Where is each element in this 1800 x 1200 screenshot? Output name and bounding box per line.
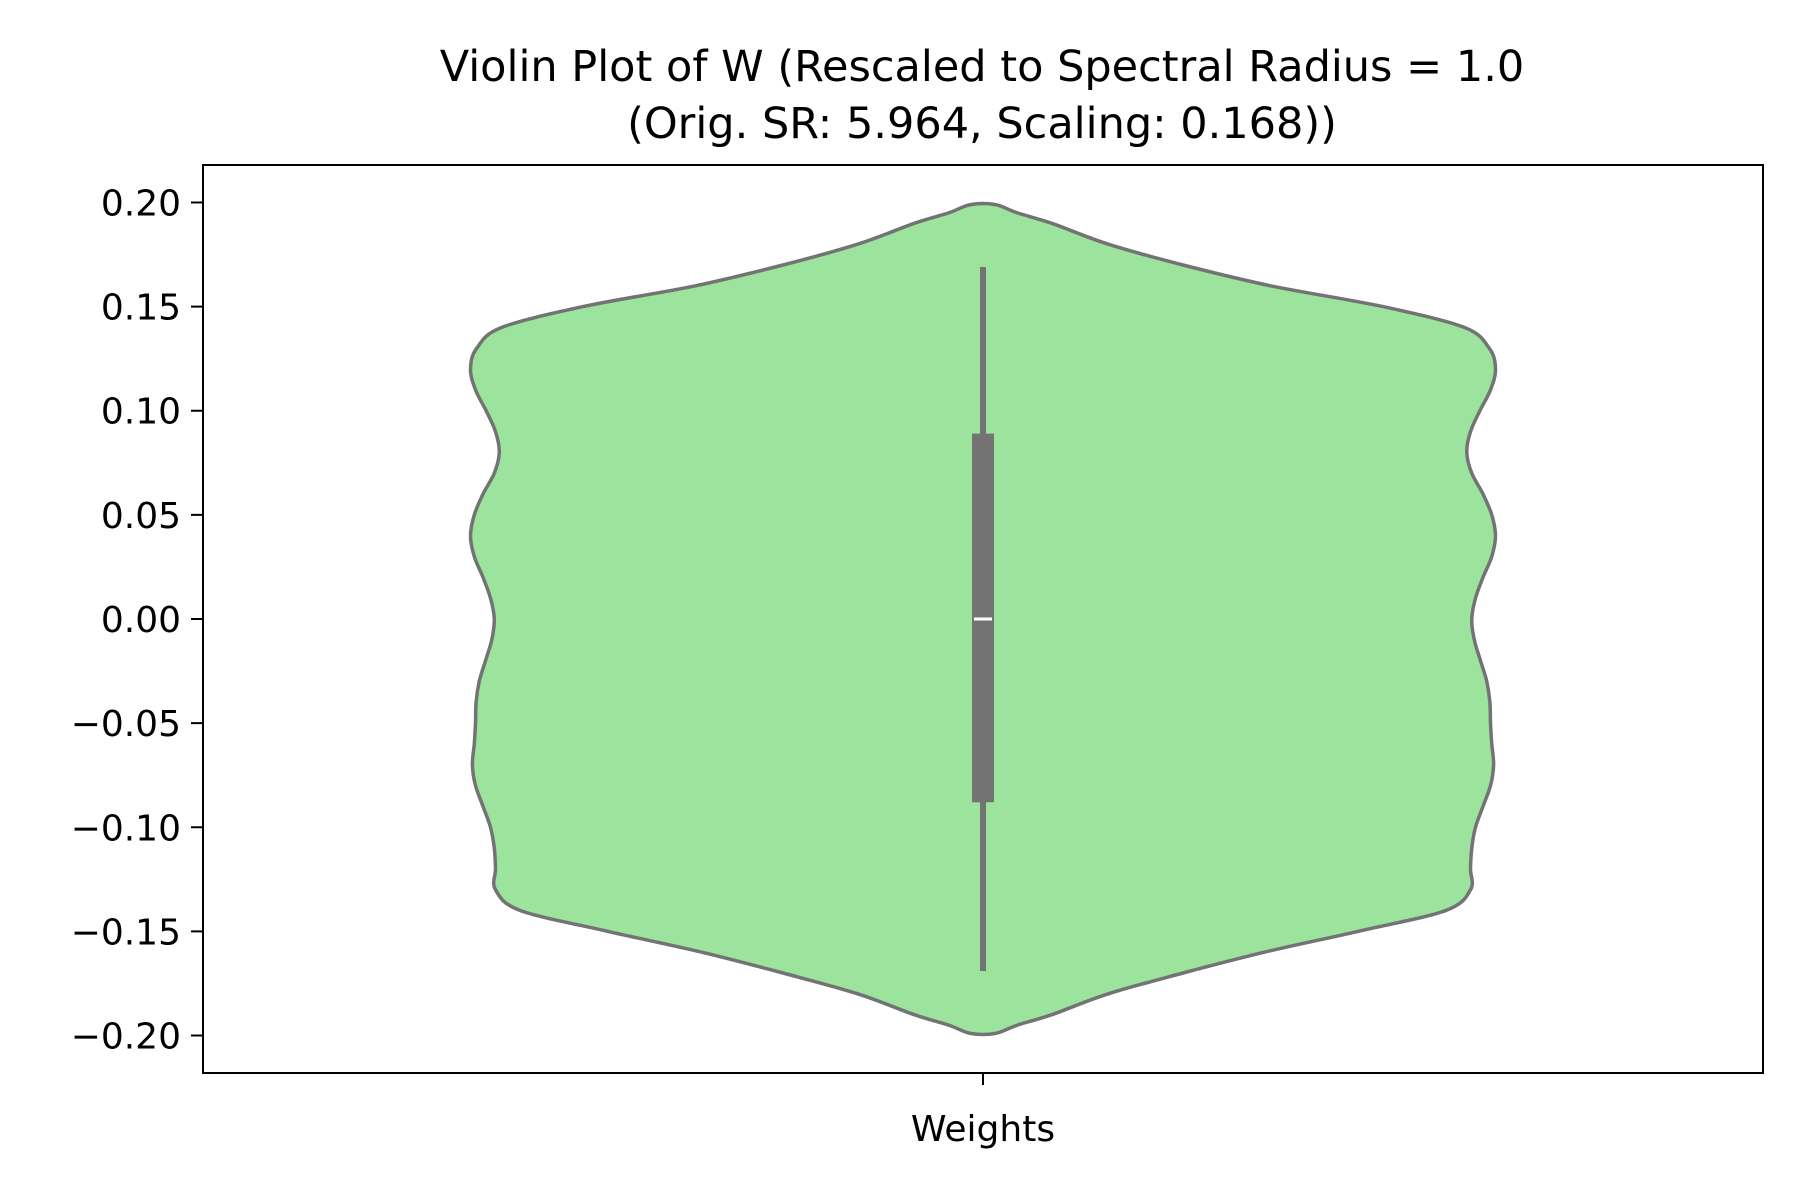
y-tick-label: 0.00 — [101, 600, 181, 641]
x-tick-label: Weights — [911, 1109, 1055, 1150]
y-tick-label: −0.15 — [71, 912, 181, 953]
chart-subtitle: (Orig. SR: 5.964, Scaling: 0.168)) — [627, 99, 1337, 149]
y-tick-label: 0.15 — [101, 288, 181, 329]
y-tick-label: 0.10 — [101, 392, 181, 433]
y-tick-label: −0.05 — [71, 704, 181, 745]
y-axis: 0.20 0.15 0.10 0.05 0.00 −0.05 −0.10 −0.15 −0.20 — [71, 183, 203, 1058]
y-tick-label: −0.10 — [71, 808, 181, 849]
y-tick-label: 0.20 — [101, 183, 181, 224]
y-tick-label: −0.20 — [71, 1017, 181, 1058]
box-layer — [972, 267, 994, 971]
chart-title: Violin Plot of W (Rescaled to Spectral R… — [440, 42, 1524, 92]
x-axis: Weights — [911, 1073, 1055, 1150]
y-tick-label: 0.05 — [101, 496, 181, 537]
